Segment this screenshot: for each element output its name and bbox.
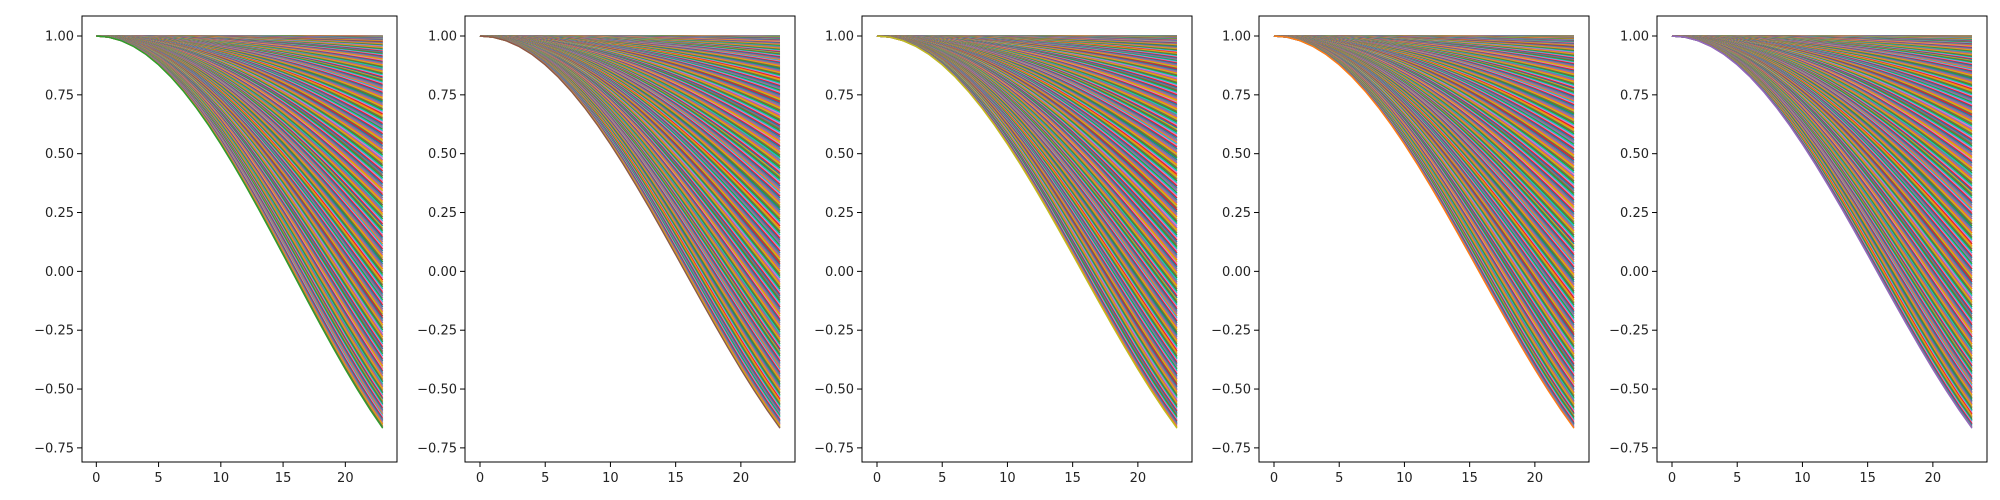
y-tick-label: −0.25 bbox=[1609, 324, 1649, 339]
x-tick-label: 0 bbox=[92, 471, 100, 486]
x-tick-label: 10 bbox=[1396, 471, 1413, 486]
y-tick-label: −0.50 bbox=[1609, 383, 1649, 398]
series-line bbox=[876, 35, 1178, 429]
chart-panel-4: 0 5 10 15 20 1.00 0.75 0.50 0.25 0.00 −0.25 −0.50 −0… bbox=[1211, 15, 1590, 486]
y-tick-label: −0.25 bbox=[34, 324, 74, 339]
x-tick-label: 5 bbox=[154, 471, 162, 486]
x-tick-label: 5 bbox=[1335, 471, 1343, 486]
y-tick-label: 0.50 bbox=[428, 147, 457, 162]
x-tick-label: 15 bbox=[1064, 471, 1081, 486]
y-tick-label: 0.75 bbox=[825, 88, 854, 103]
series-line bbox=[1273, 35, 1575, 429]
y-tick-label: −0.50 bbox=[417, 383, 457, 398]
series-lines bbox=[479, 35, 781, 429]
x-tick-label: 5 bbox=[938, 471, 946, 486]
y-tick-label: −0.25 bbox=[1211, 324, 1251, 339]
plot-frame bbox=[861, 15, 1193, 463]
x-tick-label: 5 bbox=[541, 471, 549, 486]
chart-panel-3: 0 5 10 15 20 1.00 0.75 0.50 0.25 0.00 −0.25 −0.50 −0… bbox=[814, 15, 1193, 486]
x-tick-label: 15 bbox=[1461, 471, 1478, 486]
y-tick-label: 1.00 bbox=[1620, 30, 1649, 45]
y-tick-label: 0.00 bbox=[428, 265, 457, 280]
y-tick-label: 1.00 bbox=[825, 30, 854, 45]
y-tick-label: −0.75 bbox=[34, 441, 74, 456]
chart-panel-2: 0 5 10 15 20 1.00 0.75 0.50 0.25 0.00 −0.25 −0.50 −0… bbox=[417, 15, 796, 486]
x-tick-label: 15 bbox=[667, 471, 684, 486]
y-tick-label: −0.50 bbox=[34, 383, 74, 398]
y-tick-label: 0.00 bbox=[1620, 265, 1649, 280]
y-tick-label: 0.50 bbox=[1222, 147, 1251, 162]
series-lines bbox=[1671, 35, 1973, 429]
x-tick-label: 20 bbox=[733, 471, 750, 486]
y-tick-label: 0.75 bbox=[1620, 88, 1649, 103]
y-tick-label: 0.25 bbox=[825, 206, 854, 221]
x-tick-label: 0 bbox=[1270, 471, 1278, 486]
y-tick-label: −0.75 bbox=[814, 441, 854, 456]
y-tick-label: 0.00 bbox=[45, 265, 74, 280]
chart-panel-5: 0 5 10 15 20 1.00 0.75 0.50 0.25 0.00 −0.25 −0.50 −0… bbox=[1609, 15, 1988, 486]
plot-frame bbox=[81, 15, 398, 463]
series-lines bbox=[96, 35, 384, 429]
y-tick-label: −0.75 bbox=[1609, 441, 1649, 456]
x-tick-label: 20 bbox=[337, 471, 354, 486]
y-tick-label: 0.50 bbox=[1620, 147, 1649, 162]
plot-frame bbox=[1656, 15, 1988, 463]
series-line bbox=[479, 35, 781, 429]
x-tick-label: 10 bbox=[1794, 471, 1811, 486]
y-tick-label: −0.50 bbox=[1211, 383, 1251, 398]
y-tick-label: −0.25 bbox=[814, 324, 854, 339]
series-lines bbox=[1273, 35, 1575, 429]
y-tick-label: 0.25 bbox=[45, 206, 74, 221]
series-line bbox=[96, 35, 384, 429]
y-tick-label: 0.00 bbox=[825, 265, 854, 280]
plot-frame bbox=[464, 15, 796, 463]
y-tick-label: 0.50 bbox=[45, 147, 74, 162]
y-tick-label: −0.50 bbox=[814, 383, 854, 398]
series-line bbox=[1671, 35, 1973, 429]
x-tick-label: 10 bbox=[999, 471, 1016, 486]
x-tick-label: 5 bbox=[1733, 471, 1741, 486]
y-tick-label: 0.50 bbox=[825, 147, 854, 162]
y-tick-label: 1.00 bbox=[428, 30, 457, 45]
x-tick-label: 0 bbox=[476, 471, 484, 486]
x-tick-label: 10 bbox=[213, 471, 230, 486]
y-tick-label: 0.25 bbox=[1620, 206, 1649, 221]
x-tick-label: 10 bbox=[602, 471, 619, 486]
series-lines bbox=[876, 35, 1178, 429]
x-tick-label: 20 bbox=[1130, 471, 1147, 486]
x-tick-label: 20 bbox=[1527, 471, 1544, 486]
y-tick-label: 0.75 bbox=[1222, 88, 1251, 103]
y-tick-label: 0.75 bbox=[428, 88, 457, 103]
y-tick-label: 0.00 bbox=[1222, 265, 1251, 280]
x-tick-label: 0 bbox=[1668, 471, 1676, 486]
y-tick-label: 0.75 bbox=[45, 88, 74, 103]
y-tick-label: 0.25 bbox=[1222, 206, 1251, 221]
x-tick-label: 15 bbox=[1859, 471, 1876, 486]
y-tick-label: −0.25 bbox=[417, 324, 457, 339]
y-tick-label: 1.00 bbox=[45, 30, 74, 45]
plot-frame bbox=[1258, 15, 1590, 463]
x-tick-label: 20 bbox=[1925, 471, 1942, 486]
y-tick-label: 1.00 bbox=[1222, 30, 1251, 45]
chart-panel-1: 0 5 10 15 20 1.00 0.75 0.50 0.25 0.00 −0.25 −0.50 −0… bbox=[34, 15, 398, 486]
x-tick-label: 15 bbox=[275, 471, 292, 486]
x-tick-label: 0 bbox=[873, 471, 881, 486]
y-tick-label: 0.25 bbox=[428, 206, 457, 221]
y-tick-label: −0.75 bbox=[417, 441, 457, 456]
y-tick-label: −0.75 bbox=[1211, 441, 1251, 456]
